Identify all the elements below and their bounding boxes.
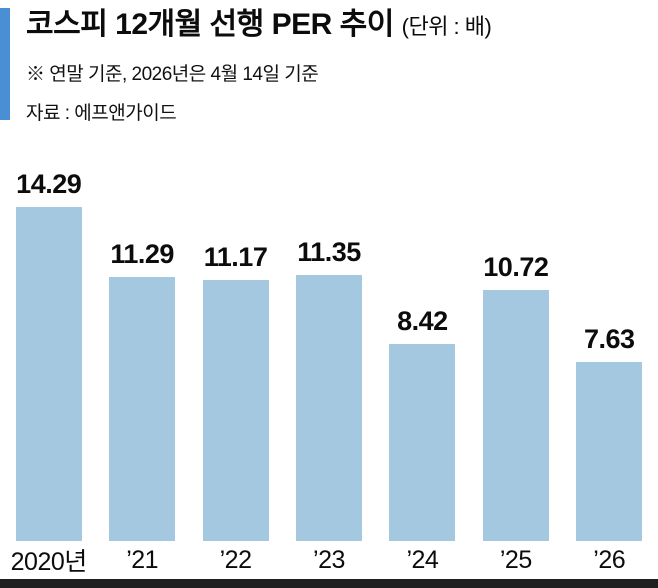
x-axis-label: 2020년 <box>10 548 88 576</box>
bar-column: 7.63 ’26 <box>563 324 656 579</box>
bar <box>295 275 362 541</box>
chart-header: 코스피 12개월 선행 PER 추이 (단위 : 배) ※ 연말 기준, 202… <box>0 6 658 125</box>
bar-value-label: 10.72 <box>483 252 549 282</box>
accent-bar <box>0 8 10 120</box>
bar-column: 11.35 ’23 <box>282 237 375 579</box>
bar-value-label: 14.29 <box>16 169 82 199</box>
bar-chart: 14.29 2020년 11.29 ’21 11.17 ’22 11.35 ’23 8.42 ’2… <box>0 139 658 579</box>
bar-column: 11.29 ’21 <box>95 239 188 579</box>
x-axis-label: ’24 <box>406 545 439 574</box>
x-axis-line <box>0 579 658 588</box>
page-title: 코스피 12개월 선행 PER 추이 <box>26 8 394 41</box>
bar <box>15 207 82 541</box>
x-axis-label: ’26 <box>593 545 626 574</box>
bar <box>109 277 176 541</box>
bar-value-label: 11.17 <box>203 242 268 272</box>
bar-column: 14.29 2020년 <box>2 169 95 579</box>
unit-label: (단위 : 배) <box>401 14 492 39</box>
bar-value-label: 8.42 <box>397 306 448 336</box>
bar <box>482 290 549 541</box>
bar <box>389 344 456 541</box>
bar <box>576 362 643 541</box>
header-text: 코스피 12개월 선행 PER 추이 (단위 : 배) ※ 연말 기준, 202… <box>26 8 658 125</box>
note-text: ※ 연말 기준, 2026년은 4월 14일 기준 <box>26 63 319 85</box>
bar-column: 11.17 ’22 <box>189 242 282 579</box>
source-text: 자료 : 에프앤가이드 <box>26 102 177 124</box>
bar <box>202 280 269 541</box>
bar-value-label: 7.63 <box>583 324 635 354</box>
x-axis-label: ’25 <box>499 545 532 574</box>
x-axis-label: ’23 <box>313 545 345 574</box>
bar-value-label: 11.35 <box>297 237 361 267</box>
bar-value-label: 11.29 <box>110 239 174 269</box>
x-axis-label: ’22 <box>219 545 252 574</box>
title-line: 코스피 12개월 선행 PER 추이 (단위 : 배) <box>26 8 658 43</box>
bar-column: 8.42 ’24 <box>376 306 469 579</box>
bar-column: 10.72 ’25 <box>469 252 562 579</box>
x-axis-label: ’21 <box>126 545 159 574</box>
